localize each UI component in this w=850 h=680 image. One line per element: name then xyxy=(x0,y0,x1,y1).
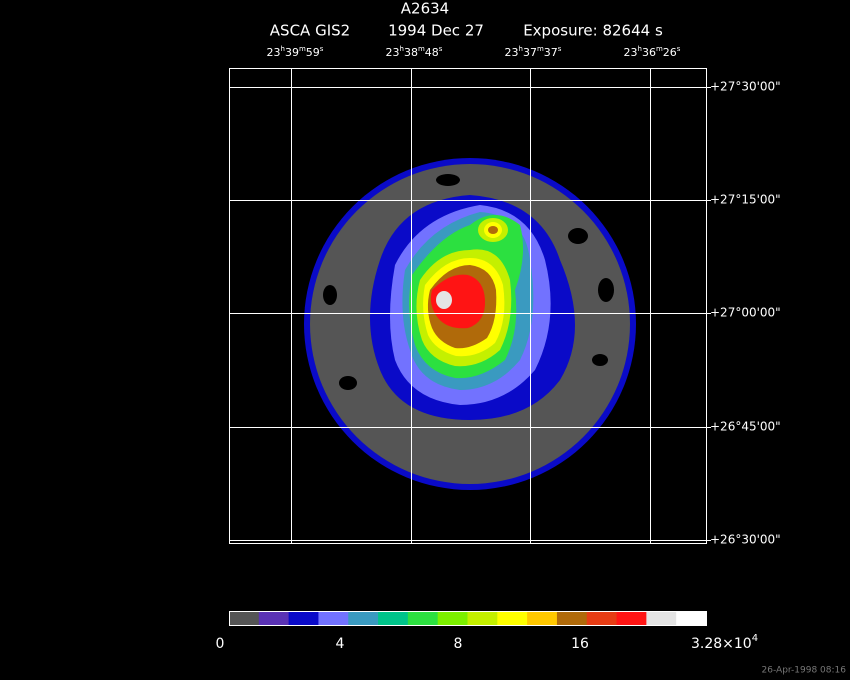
exponent: 4 xyxy=(752,633,758,644)
ra-label: 23h36m26s xyxy=(624,45,681,59)
ra-unit: h xyxy=(281,45,285,53)
ra-unit: s xyxy=(439,45,443,53)
dec-label: +26°45'00" xyxy=(710,420,781,434)
xray-image xyxy=(304,158,636,490)
ra-unit: s xyxy=(558,45,562,53)
ra-unit: h xyxy=(519,45,523,53)
ra-value: 48 xyxy=(425,46,439,59)
mantissa: 3.28×10 xyxy=(691,636,752,652)
ra-label: 23h38m48s xyxy=(386,45,443,59)
ra-value: 39 xyxy=(285,46,299,59)
exposure: Exposure: 82644 s xyxy=(523,22,663,40)
ra-unit: s xyxy=(677,45,681,53)
ra-value: 23 xyxy=(624,46,638,59)
colorbar-swatch xyxy=(646,611,677,625)
ra-unit: m xyxy=(656,45,663,53)
plot-frame xyxy=(229,68,707,544)
title: A2634 xyxy=(401,0,449,18)
colorbar-swatch xyxy=(378,611,409,625)
ra-unit: s xyxy=(320,45,324,53)
timestamp: 26-Apr-1998 08:16 xyxy=(762,666,847,676)
colorbar-frame xyxy=(229,611,707,626)
colorbar-swatch xyxy=(288,611,319,625)
ra-label: 23h37m37s xyxy=(505,45,562,59)
colorbar-label: 4 xyxy=(336,636,345,652)
colorbar-swatch xyxy=(258,611,290,625)
coordinate-grid xyxy=(229,68,707,544)
colorbar-swatch xyxy=(467,611,498,625)
dec-label: +27°30'00" xyxy=(710,80,781,94)
date: 1994 Dec 27 xyxy=(388,22,484,40)
colorbar-swatch xyxy=(407,611,439,625)
dec-label: +27°00'00" xyxy=(710,306,781,320)
ra-unit: m xyxy=(537,45,544,53)
ra-value: 23 xyxy=(505,46,519,59)
ra-value: 23 xyxy=(386,46,400,59)
colorbar-label: 8 xyxy=(454,636,463,652)
ra-value: 37 xyxy=(523,46,537,59)
ra-unit: h xyxy=(400,45,404,53)
colorbar-max-label: 3.28×104 xyxy=(691,633,758,652)
colorbar-swatch xyxy=(497,611,528,625)
ra-value: 38 xyxy=(404,46,418,59)
colorbar-swatch xyxy=(616,611,647,625)
ra-label: 23h39m59s xyxy=(267,45,324,59)
ra-value: 59 xyxy=(306,46,320,59)
colorbar-swatch xyxy=(229,611,260,625)
ra-value: 26 xyxy=(663,46,677,59)
colorbar-swatch xyxy=(676,611,707,625)
dec-label: +27°15'00" xyxy=(710,193,781,207)
colorbar-swatch xyxy=(437,611,468,625)
colorbar-swatch xyxy=(556,611,588,625)
dec-label: +26°30'00" xyxy=(710,533,781,547)
ra-unit: h xyxy=(638,45,642,53)
ra-unit: m xyxy=(418,45,425,53)
ra-value: 37 xyxy=(544,46,558,59)
colorbar-swatch xyxy=(586,611,618,625)
instrument: ASCA GIS2 xyxy=(270,22,350,40)
colorbar-swatch xyxy=(318,611,349,625)
ra-value: 36 xyxy=(642,46,656,59)
ra-unit: m xyxy=(299,45,306,53)
colorbar-label: 0 xyxy=(216,636,225,652)
colorbar-swatch xyxy=(348,611,379,625)
ra-value: 23 xyxy=(267,46,281,59)
colorbar-swatch xyxy=(527,611,558,625)
colorbar-label: 16 xyxy=(571,636,589,652)
